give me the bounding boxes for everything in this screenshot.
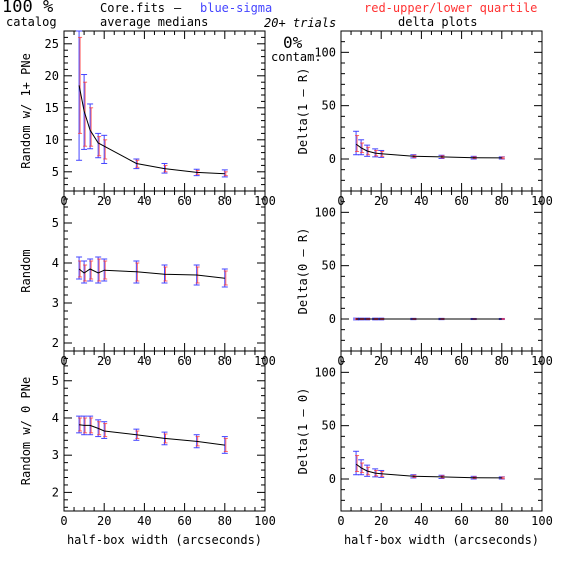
chart1-ytick-label: 50 (322, 99, 336, 113)
chart4-ylabel: Random w/ 0 PNe (19, 377, 33, 485)
panel-random-0pne: 0 20 40 60 80 100 2 3 4 5 Random w/ 0 PNe half-box … (19, 350, 276, 547)
chart2-ytick-label: 3 (52, 296, 59, 310)
header-contam: contam. (271, 50, 322, 64)
chart5-ytick-label: 50 (322, 419, 336, 433)
chart4-frame (63, 350, 266, 512)
chart4-median-line (79, 424, 225, 446)
chart2-ylabel: Random (19, 249, 33, 292)
panel-delta-1-0: 0 20 40 60 80 100 0 50 100 Delta(1 – 0) half-box w… (296, 350, 553, 547)
chart2-xtick-label: 20 (97, 354, 111, 368)
chart4-ytick-label: 5 (52, 374, 59, 388)
chart0-xtick-label: 60 (177, 194, 191, 208)
chart4-ytick-label: 2 (52, 485, 59, 499)
chart4-xtick-label: 40 (137, 514, 151, 528)
chart5-frame (340, 350, 543, 512)
chart0-xtick-label: 80 (218, 194, 232, 208)
chart5-ylabel: Delta(1 – 0) (296, 388, 310, 475)
chart0-xtick-label: 40 (137, 194, 151, 208)
chart3-ytick-label: 100 (314, 205, 336, 219)
chart2-ytick-label: 5 (52, 216, 59, 230)
chart1-xtick-label: 60 (454, 194, 468, 208)
chart3-ytick-label: 0 (329, 312, 336, 326)
header-filename: Core.fits (100, 1, 165, 15)
chart0-median-line (78, 85, 225, 175)
chart3-xtick-label: 60 (454, 354, 468, 368)
chart3-ytick-label: 50 (322, 259, 336, 273)
chart4-xtick-label: 80 (218, 514, 232, 528)
header-percent: 100 % (2, 0, 53, 17)
chart5-xtick-label: 40 (414, 514, 428, 528)
chart1-ylabel: Delta(1 – R) (296, 68, 310, 155)
header-average-medians: average medians (100, 15, 208, 29)
chart0-ytick-label: 20 (45, 69, 59, 83)
chart3-frame (340, 190, 543, 352)
chart5-median-line (355, 463, 502, 479)
chart4-xtick-label: 0 (60, 514, 67, 528)
chart5-xtick-label: 100 (531, 514, 553, 528)
header-delta-plots: delta plots (398, 15, 477, 29)
header-blue-sigma: blue-sigma (200, 1, 272, 15)
chart2-median-line (78, 268, 225, 279)
chart1-xtick-label: 40 (414, 194, 428, 208)
chart3-ylabel: Delta(0 – R) (296, 228, 310, 315)
header-catalog: catalog (6, 15, 57, 29)
header-red-quartile: red-upper/lower quartile (364, 1, 537, 15)
chart2-ytick-label: 2 (52, 336, 59, 350)
chart5-xtick-label: 60 (454, 514, 468, 528)
chart2-ytick-label: 4 (52, 256, 59, 270)
chart4-ytick-label: 3 (52, 448, 59, 462)
chart3-xtick-label: 80 (495, 354, 509, 368)
chart4-xlabel: half-box width (arcseconds) (67, 533, 262, 547)
chart4-xtick-label: 60 (177, 514, 191, 528)
chart1-median-line (355, 143, 502, 159)
chart2-xtick-label: 80 (218, 354, 232, 368)
chart5-xtick-label: 80 (495, 514, 509, 528)
chart0-ytick-label: 10 (45, 133, 59, 147)
chart4-ytick-label: 4 (52, 411, 59, 425)
chart1-xtick-label: 20 (374, 194, 388, 208)
header-contam-percent: 0% (283, 33, 303, 52)
chart5-ytick-label: 0 (329, 472, 336, 486)
chart3-xtick-label: 40 (414, 354, 428, 368)
chart3-xtick-label: 20 (374, 354, 388, 368)
chart1-frame (340, 30, 543, 192)
chart0-ylabel: Random w/ 1+ PNe (19, 53, 33, 169)
chart2-xtick-label: 40 (137, 354, 151, 368)
chart1-ytick-label: 100 (314, 45, 336, 59)
chart5-ytick-label: 100 (314, 365, 336, 379)
chart4-xtick-label: 100 (254, 514, 276, 528)
chart0-ytick-label: 15 (45, 101, 59, 115)
chart5-xtick-label: 20 (374, 514, 388, 528)
chart0-xtick-label: 20 (97, 194, 111, 208)
chart1-xtick-label: 80 (495, 194, 509, 208)
chart4-xtick-label: 20 (97, 514, 111, 528)
chart0-ytick-label: 25 (45, 37, 59, 51)
chart5-xlabel: half-box width (arcseconds) (344, 533, 539, 547)
header-dash: – (174, 1, 182, 15)
header-trials: 20+ trials (264, 16, 336, 30)
chart1-ytick-label: 0 (329, 152, 336, 166)
chart5-xtick-label: 0 (337, 514, 344, 528)
chart2-xtick-label: 60 (177, 354, 191, 368)
chart0-ytick-label: 5 (52, 165, 59, 179)
